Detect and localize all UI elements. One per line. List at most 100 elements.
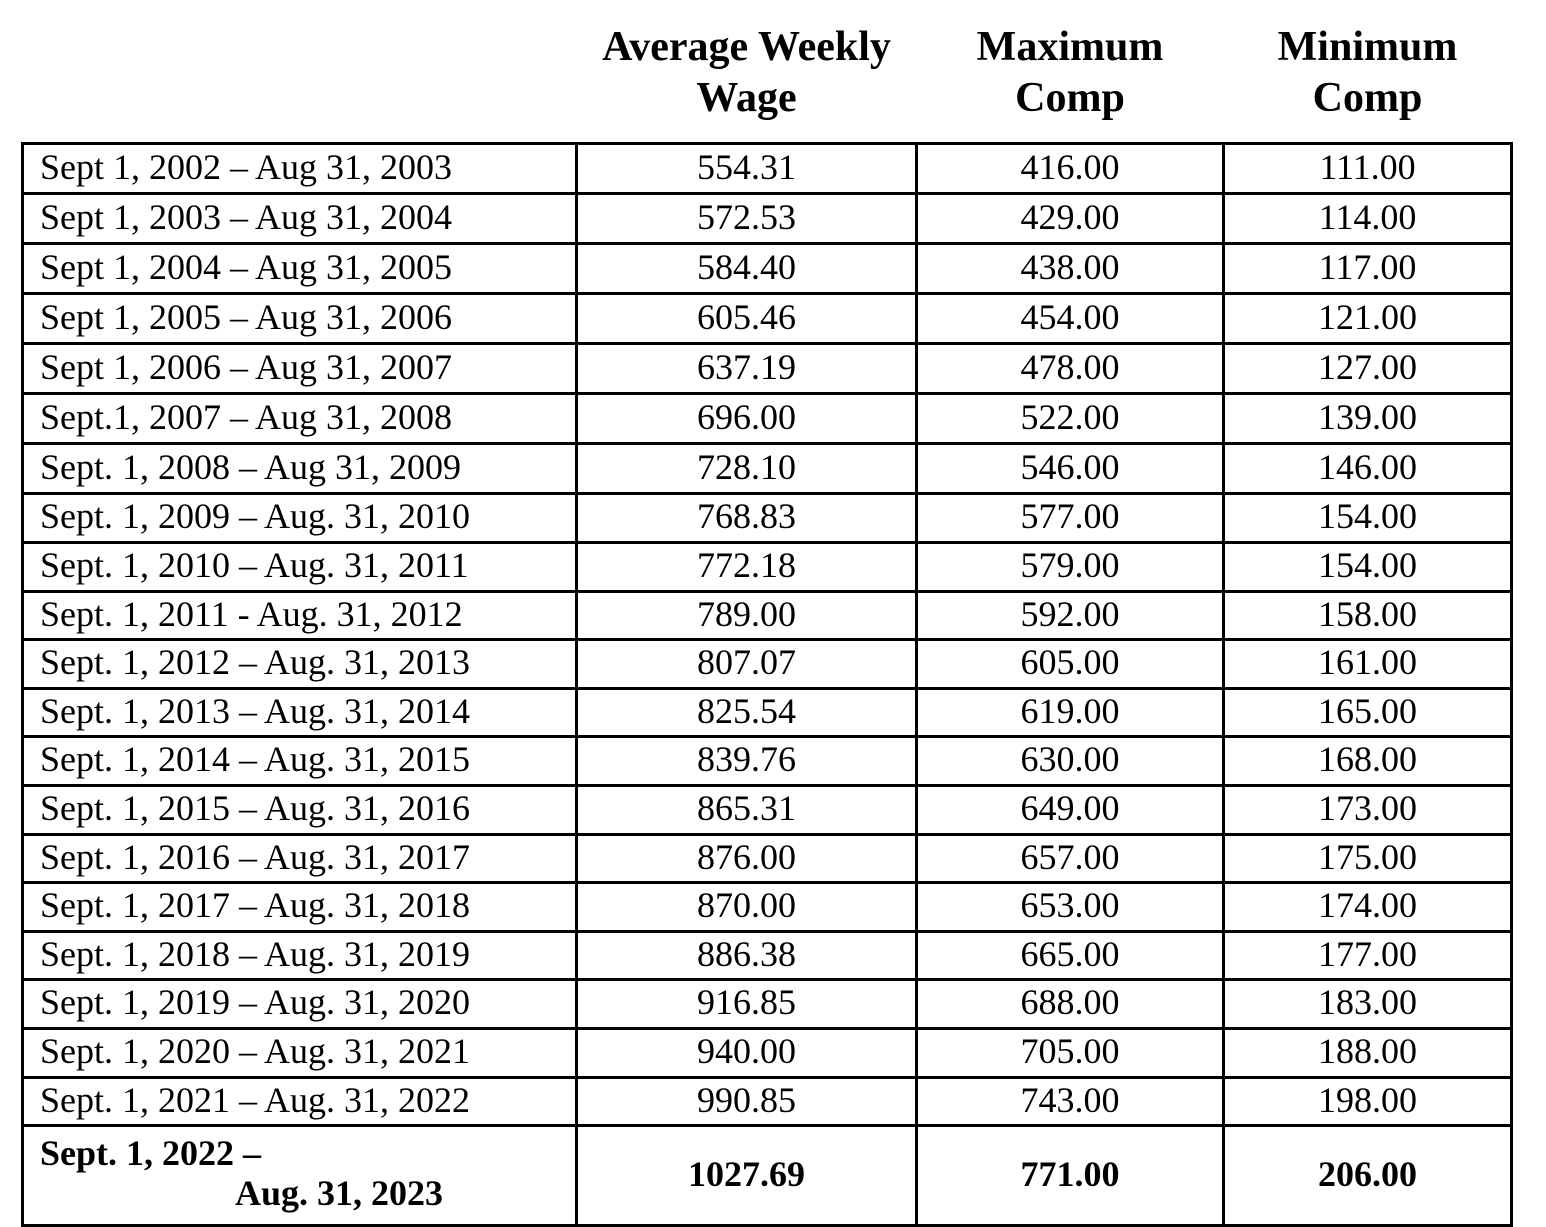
min-comp-cell: 161.00 (1222, 638, 1513, 690)
avg-weekly-wage-cell: 916.85 (575, 978, 918, 1030)
period-cell: Sept 1, 2002 – Aug 31, 2003 (21, 142, 578, 196)
header-row: Average Weekly Wage Maximum Comp Minimum… (23, 14, 1512, 144)
min-comp-cell: 117.00 (1222, 242, 1513, 296)
period-cell: Sept. 1, 2016 – Aug. 31, 2017 (21, 832, 578, 885)
max-comp-cell: 454.00 (915, 292, 1225, 346)
table-row: Sept. 1, 2017 – Aug. 31, 2018 870.00 653.0… (21, 881, 1513, 933)
avg-weekly-wage-cell: 772.18 (575, 541, 918, 593)
period-cell: Sept 1, 2006 – Aug 31, 2007 (21, 342, 578, 396)
period-cell: Sept. 1, 2014 – Aug. 31, 2015 (21, 735, 578, 788)
period-cell: Sept. 1, 2013 – Aug. 31, 2014 (21, 686, 578, 739)
period-cell: Sept. 1, 2018 – Aug. 31, 2019 (21, 929, 578, 982)
period-cell: Sept. 1, 2020 – Aug. 31, 2021 (21, 1027, 578, 1079)
max-comp-cell: 657.00 (915, 832, 1225, 885)
max-comp-cell: 579.00 (915, 541, 1225, 593)
period-cell: Sept. 1, 2022 – Aug. 31, 2023 (21, 1124, 578, 1227)
table-row: Sept 1, 2003 – Aug 31, 2004 572.53 429.00 1… (21, 192, 1513, 246)
min-comp-cell: 111.00 (1222, 142, 1513, 196)
avg-weekly-wage-cell: 789.00 (575, 589, 918, 642)
table-row-final: Sept. 1, 2022 – Aug. 31, 2023 1027.69 771.0… (21, 1124, 1513, 1227)
max-comp-cell: 653.00 (915, 881, 1225, 933)
avg-weekly-wage-cell: 696.00 (575, 392, 918, 446)
table-row: Sept 1, 2004 – Aug 31, 2005 584.40 438.00 1… (21, 242, 1513, 296)
min-comp-cell: 173.00 (1222, 784, 1513, 836)
table-row: Sept. 1, 2020 – Aug. 31, 2021 940.00 705.0… (21, 1027, 1513, 1079)
table-row: Sept. 1, 2011 - Aug. 31, 2012 789.00 592.0… (21, 589, 1513, 642)
min-comp-cell: 158.00 (1222, 589, 1513, 642)
max-comp-cell: 605.00 (915, 638, 1225, 690)
table-row: Sept. 1, 2010 – Aug. 31, 2011 772.18 579.0… (21, 541, 1513, 593)
table-row: Sept. 1, 2015 – Aug. 31, 2016 865.31 649.0… (21, 784, 1513, 836)
period-cell: Sept 1, 2003 – Aug 31, 2004 (21, 192, 578, 246)
avg-weekly-wage-cell: 865.31 (575, 784, 918, 836)
period-cell: Sept. 1, 2019 – Aug. 31, 2020 (21, 978, 578, 1030)
min-comp-cell: 174.00 (1222, 881, 1513, 933)
max-comp-cell: 619.00 (915, 686, 1225, 739)
max-comp-cell: 630.00 (915, 735, 1225, 788)
max-comp-cell: 546.00 (915, 442, 1225, 496)
header-average-weekly-wage: Average Weekly Wage (602, 24, 891, 122)
avg-weekly-wage-cell: 584.40 (575, 242, 918, 296)
table-row: Sept 1, 2005 – Aug 31, 2006 605.46 454.00 1… (21, 292, 1513, 346)
period-cell: Sept. 1, 2021 – Aug. 31, 2022 (21, 1075, 578, 1128)
table-row: Sept 1, 2006 – Aug 31, 2007 637.19 478.00 1… (21, 342, 1513, 396)
max-comp-cell: 771.00 (915, 1124, 1225, 1227)
avg-weekly-wage-cell: 825.54 (575, 686, 918, 739)
min-comp-cell: 183.00 (1222, 978, 1513, 1030)
max-comp-cell: 429.00 (915, 192, 1225, 246)
table-row: Sept 1, 2002 – Aug 31, 2003 554.31 416.00 1… (21, 142, 1513, 196)
avg-weekly-wage-cell: 870.00 (575, 881, 918, 933)
period-cell: Sept. 1, 2012 – Aug. 31, 2013 (21, 638, 578, 690)
min-comp-cell: 206.00 (1222, 1124, 1513, 1227)
min-comp-cell: 168.00 (1222, 735, 1513, 788)
max-comp-cell: 688.00 (915, 978, 1225, 1030)
header-empty-cell (23, 14, 577, 144)
period-cell: Sept. 1, 2008 – Aug 31, 2009 (21, 442, 578, 496)
table-row: Sept. 1, 2012 – Aug. 31, 2013 807.07 605.0… (21, 638, 1513, 690)
min-comp-cell: 114.00 (1222, 192, 1513, 246)
avg-weekly-wage-cell: 728.10 (575, 442, 918, 496)
avg-weekly-wage-cell: 605.46 (575, 292, 918, 346)
period-cell: Sept. 1, 2015 – Aug. 31, 2016 (21, 784, 578, 836)
min-comp-cell: 188.00 (1222, 1027, 1513, 1079)
avg-weekly-wage-cell: 1027.69 (575, 1124, 918, 1227)
header-minimum-comp: Minimum Comp (1277, 24, 1458, 122)
table-row: Sept. 1, 2009 – Aug. 31, 2010 768.83 577.0… (21, 492, 1513, 545)
table-row: Sept. 1, 2008 – Aug 31, 2009 728.10 546.00… (21, 442, 1513, 496)
avg-weekly-wage-cell: 637.19 (575, 342, 918, 396)
avg-weekly-wage-cell: 940.00 (575, 1027, 918, 1079)
period-cell: Sept 1, 2004 – Aug 31, 2005 (21, 242, 578, 296)
avg-weekly-wage-cell: 572.53 (575, 192, 918, 246)
max-comp-cell: 743.00 (915, 1075, 1225, 1128)
max-comp-cell: 577.00 (915, 492, 1225, 545)
table-body: Sept 1, 2002 – Aug 31, 2003 554.31 416.00 1… (21, 142, 1513, 1227)
avg-weekly-wage-cell: 886.38 (575, 929, 918, 982)
min-comp-cell: 154.00 (1222, 541, 1513, 593)
avg-weekly-wage-cell: 554.31 (575, 142, 918, 196)
period-line1: Sept. 1, 2022 – (40, 1133, 262, 1174)
max-comp-cell: 478.00 (915, 342, 1225, 396)
min-comp-cell: 177.00 (1222, 929, 1513, 982)
period-cell: Sept. 1, 2010 – Aug. 31, 2011 (21, 541, 578, 593)
period-cell: Sept.1, 2007 – Aug 31, 2008 (21, 392, 578, 446)
table-row: Sept. 1, 2019 – Aug. 31, 2020 916.85 688.0… (21, 978, 1513, 1030)
table-row: Sept.1, 2007 – Aug 31, 2008 696.00 522.00 1… (21, 392, 1513, 446)
period-line2: Aug. 31, 2023 (235, 1172, 444, 1213)
period-cell: Sept. 1, 2011 - Aug. 31, 2012 (21, 589, 578, 642)
avg-weekly-wage-cell: 768.83 (575, 492, 918, 545)
avg-weekly-wage-cell: 839.76 (575, 735, 918, 788)
min-comp-cell: 146.00 (1222, 442, 1513, 496)
min-comp-cell: 175.00 (1222, 832, 1513, 885)
table-row: Sept. 1, 2016 – Aug. 31, 2017 876.00 657.0… (21, 832, 1513, 885)
period-cell: Sept. 1, 2009 – Aug. 31, 2010 (21, 492, 578, 545)
header-maximum-comp: Maximum Comp (976, 24, 1164, 122)
table-header: Average Weekly Wage Maximum Comp Minimum… (23, 14, 1512, 144)
comp-rate-table: Average Weekly Wage Maximum Comp Minimum… (21, 14, 1513, 1227)
table-row: Sept. 1, 2014 – Aug. 31, 2015 839.76 630.0… (21, 735, 1513, 788)
max-comp-cell: 416.00 (915, 142, 1225, 196)
avg-weekly-wage-cell: 990.85 (575, 1075, 918, 1128)
min-comp-cell: 139.00 (1222, 392, 1513, 446)
max-comp-cell: 649.00 (915, 784, 1225, 836)
min-comp-cell: 198.00 (1222, 1075, 1513, 1128)
